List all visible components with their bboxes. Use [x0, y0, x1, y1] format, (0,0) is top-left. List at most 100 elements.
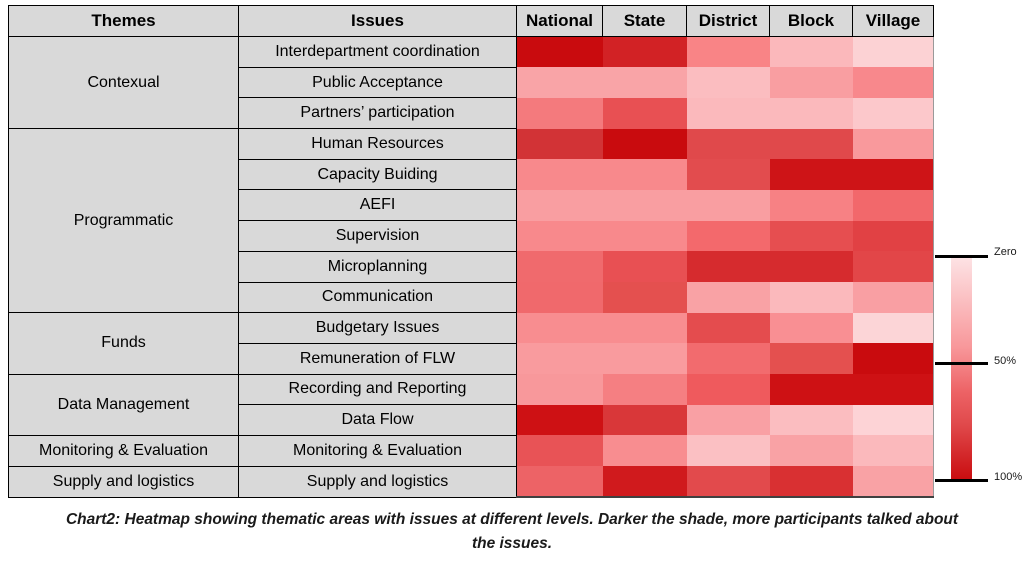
- heat-cell: [516, 128, 603, 160]
- table-row: Remuneration of FLW: [9, 342, 934, 375]
- heat-cell: [852, 404, 934, 436]
- heat-cell: [602, 343, 687, 375]
- heat-cell: [686, 128, 770, 160]
- issue-cell: AEFI: [238, 189, 517, 222]
- column-header-national: National: [516, 5, 603, 37]
- heat-cell: [852, 343, 934, 375]
- heat-cell: [602, 128, 687, 160]
- heat-cell: [852, 67, 934, 98]
- column-header-village: Village: [852, 5, 934, 37]
- heat-cell: [516, 374, 603, 405]
- heat-cell: [686, 67, 770, 98]
- table-row: Supervision: [9, 220, 934, 252]
- heat-cell: [516, 404, 603, 436]
- heat-cell: [852, 251, 934, 282]
- column-header-state: State: [602, 5, 687, 37]
- heat-cell: [852, 435, 934, 467]
- issue-cell: Partners’ participation: [238, 97, 517, 130]
- heat-cell: [602, 67, 687, 98]
- heat-cell: [769, 374, 853, 405]
- heat-cell: [602, 435, 687, 467]
- heat-cell: [769, 312, 853, 344]
- heat-cell: [686, 312, 770, 344]
- heat-cell: [602, 282, 687, 313]
- chart-caption: Chart2: Heatmap showing thematic areas w…: [65, 511, 959, 552]
- heatmap-table: Themes Issues National State District Block Vi…: [8, 5, 934, 498]
- column-header-themes: Themes: [8, 5, 239, 37]
- issue-cell: Data Flow: [238, 404, 517, 436]
- issue-cell: Human Resources: [238, 128, 517, 160]
- heat-cell: [602, 466, 687, 498]
- theme-cell: Funds: [8, 312, 239, 375]
- heat-cell: [769, 128, 853, 160]
- table-row: Monitoring & Evaluation Monitoring & Eval…: [8, 434, 934, 467]
- heat-cell: [852, 312, 934, 344]
- heat-cell: [769, 251, 853, 282]
- legend-label-zero: Zero: [994, 246, 1017, 258]
- issue-cell: Recording and Reporting: [238, 373, 517, 406]
- table-row: AEFI: [9, 189, 934, 222]
- heat-cell: [602, 220, 687, 252]
- table-row: Funds Budgetary Issues: [8, 312, 934, 375]
- table-row: Microplanning: [9, 250, 934, 283]
- table-row: Capacity Buiding: [9, 158, 934, 191]
- heat-cell: [516, 189, 603, 221]
- issue-cell: Interdepartment coordination: [238, 36, 517, 68]
- heat-cell: [769, 189, 853, 221]
- heat-cell: [769, 343, 853, 375]
- legend-tick-zero: [935, 255, 988, 258]
- column-header-block: Block: [769, 5, 853, 37]
- legend-gradient-bar: [951, 257, 972, 481]
- heat-cell: [602, 374, 687, 405]
- heat-cell: [686, 159, 770, 190]
- heat-cell: [852, 466, 934, 498]
- issue-cell: Capacity Buiding: [238, 158, 517, 191]
- theme-cell: Monitoring & Evaluation: [8, 434, 239, 467]
- issue-cell: Supervision: [238, 220, 517, 252]
- table-row: Public Acceptance: [9, 66, 934, 99]
- table-row: Data Flow: [9, 404, 934, 436]
- heat-cell: [602, 189, 687, 221]
- issue-cell: Budgetary Issues: [238, 312, 517, 344]
- heat-cell: [769, 97, 853, 129]
- heat-cell: [769, 435, 853, 467]
- heat-cell: [602, 404, 687, 436]
- heat-cell: [852, 282, 934, 313]
- table-row: Contexual Interdepartment coordination: [8, 35, 934, 130]
- issue-cell: Public Acceptance: [238, 66, 517, 99]
- issue-cell: Communication: [238, 281, 517, 314]
- heat-cell: [602, 36, 687, 68]
- heat-cell: [686, 251, 770, 282]
- table-row: Partners’ participation: [9, 97, 934, 130]
- heat-cell: [686, 404, 770, 436]
- heat-cell: [686, 466, 770, 498]
- heat-cell: [516, 343, 603, 375]
- heat-cell: [686, 36, 770, 68]
- heat-cell: [686, 343, 770, 375]
- heat-cell: [516, 251, 603, 282]
- table-row: Data Management Recording and Reporting: [8, 373, 934, 436]
- heat-cell: [769, 404, 853, 436]
- heat-cell: [516, 67, 603, 98]
- heat-cell: [516, 159, 603, 190]
- heat-cell: [516, 36, 603, 68]
- heat-cell: [769, 159, 853, 190]
- issue-cell: Microplanning: [238, 250, 517, 283]
- legend-label-50: 50%: [994, 355, 1017, 367]
- heat-cell: [686, 189, 770, 221]
- theme-cell: Contexual: [8, 35, 239, 130]
- heat-cell: [852, 220, 934, 252]
- issue-cell: Monitoring & Evaluation: [238, 434, 517, 467]
- issue-cell: Supply and logistics: [238, 465, 517, 498]
- table-row: Programmatic Human Resources: [8, 128, 934, 314]
- heat-cell: [769, 466, 853, 498]
- heat-cell: [769, 282, 853, 313]
- heat-cell: [516, 312, 603, 344]
- theme-cell: Supply and logistics: [8, 465, 239, 498]
- legend-label-100: 100%: [994, 471, 1023, 483]
- heat-cell: [602, 97, 687, 129]
- heat-cell: [769, 67, 853, 98]
- heat-cell: [602, 159, 687, 190]
- heat-cell: [852, 189, 934, 221]
- heat-cell: [769, 36, 853, 68]
